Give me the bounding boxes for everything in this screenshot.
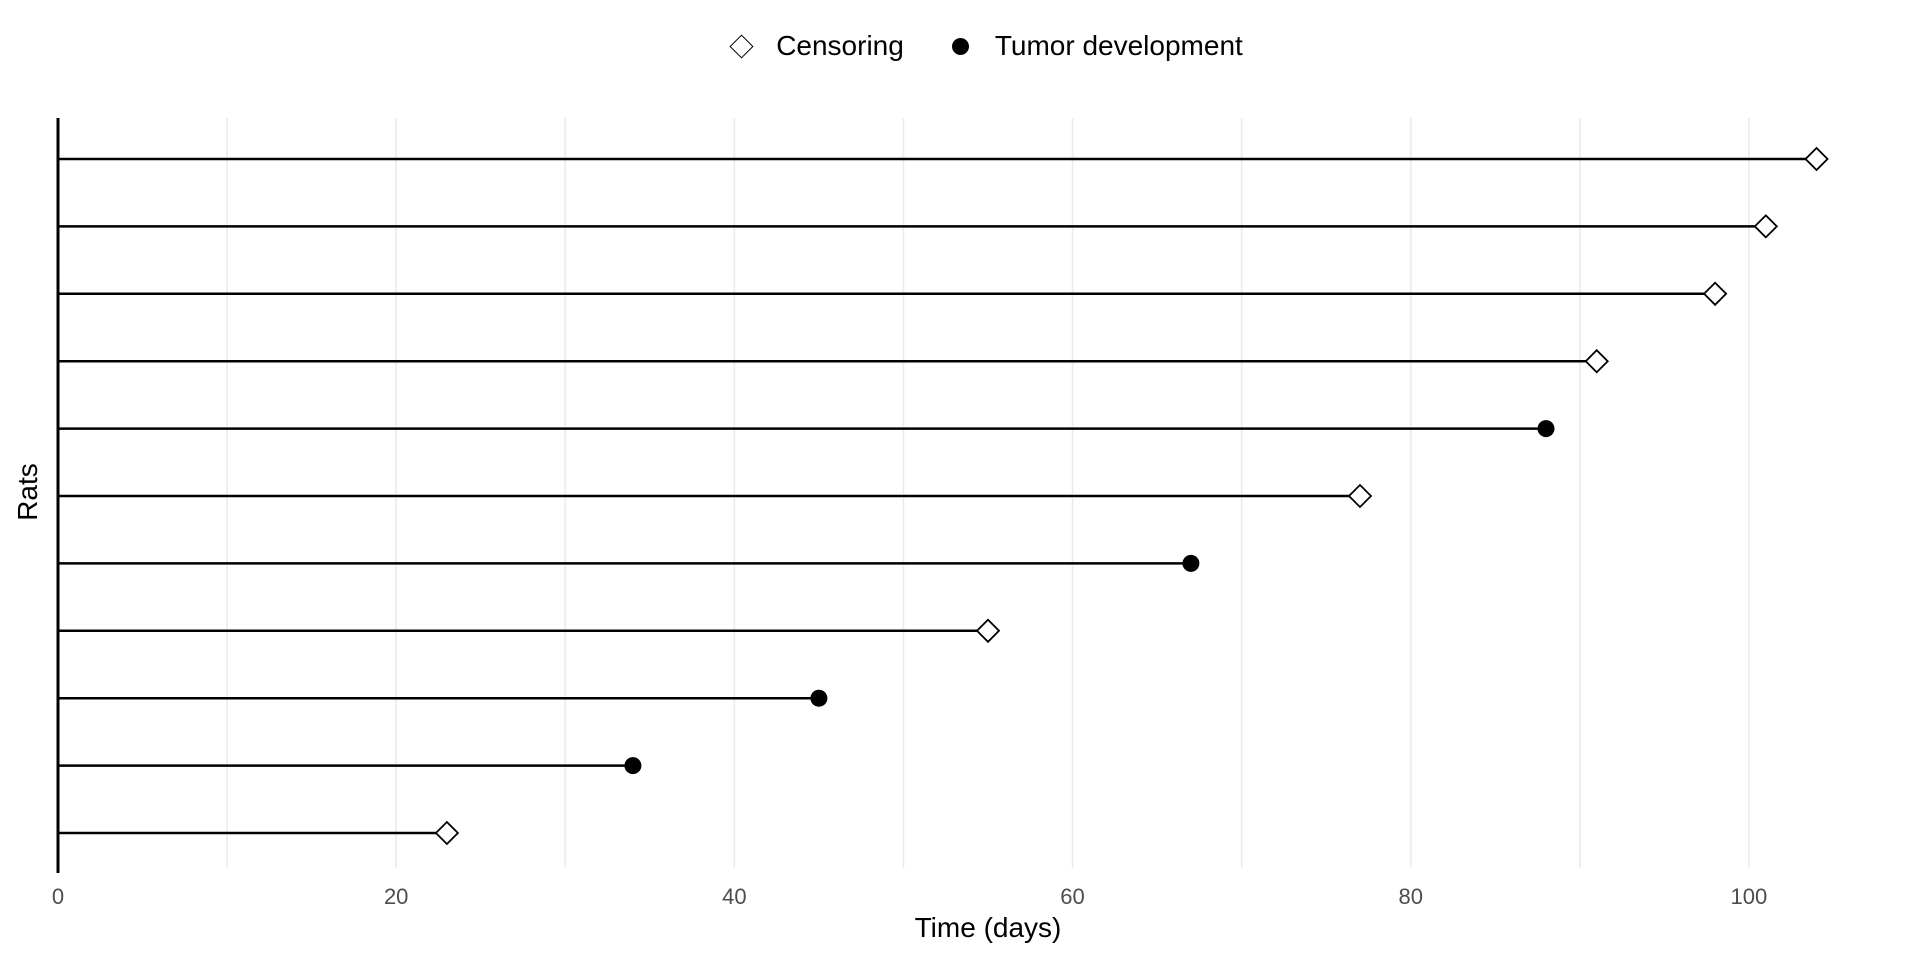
censoring-marker-rat-8 (975, 618, 1001, 644)
tumor-marker-rat-7 (1182, 554, 1200, 572)
legend-item-tumor-development: Tumor development (951, 30, 1243, 62)
censoring-marker-rat-11 (434, 820, 460, 846)
censoring-marker-rat-6 (1347, 483, 1373, 509)
censoring-marker-rat-1 (1804, 146, 1829, 172)
tumor-marker-rat-9 (810, 689, 828, 707)
open-diamond-icon (729, 33, 754, 59)
censoring-marker-rat-4 (1584, 348, 1610, 374)
legend: Censoring Tumor development (58, 16, 1918, 76)
censoring-marker-rat-2 (1753, 214, 1779, 239)
censoring-marker-rat-3 (1702, 281, 1728, 307)
tumor-marker-rat-5 (1537, 420, 1555, 438)
x-axis-title: Time (days) (914, 912, 1062, 943)
legend-label-censoring: Censoring (776, 30, 904, 61)
tumor-marker-rat-10 (624, 757, 642, 775)
x-tick-label-80: 80 (1398, 884, 1422, 909)
legend-label-tumor-development: Tumor development (994, 30, 1243, 61)
filled-circle-icon (951, 37, 969, 55)
x-tick-label-20: 20 (384, 884, 408, 909)
y-axis-title: Rats (12, 463, 43, 521)
x-tick-label-40: 40 (722, 884, 746, 909)
x-tick-label-60: 60 (1060, 884, 1084, 909)
legend-item-censoring: Censoring (729, 30, 904, 62)
x-tick-label-100: 100 (1731, 884, 1768, 909)
x-tick-label-0: 0 (52, 884, 64, 909)
